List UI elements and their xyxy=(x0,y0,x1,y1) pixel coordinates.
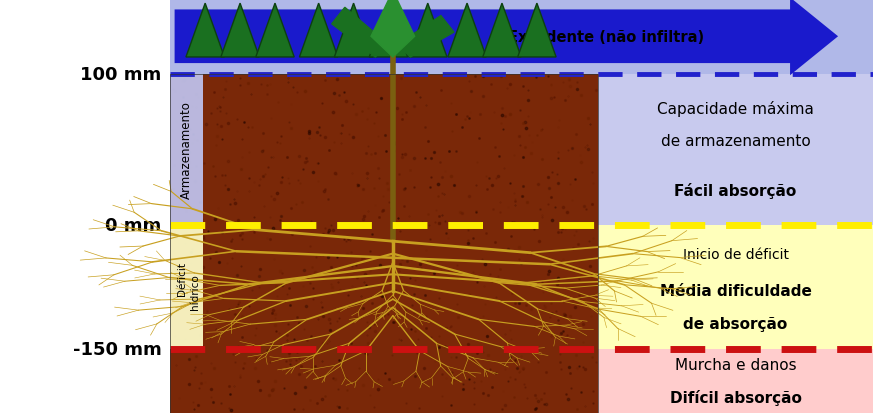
Text: Capacidade máxima: Capacidade máxima xyxy=(657,100,814,116)
Text: Média dificuldade: Média dificuldade xyxy=(660,284,811,299)
Text: hídrico: hídrico xyxy=(190,273,200,309)
Bar xyxy=(598,74,873,225)
Text: Fácil absorção: Fácil absorção xyxy=(674,183,797,199)
Polygon shape xyxy=(397,17,454,58)
Polygon shape xyxy=(221,4,259,58)
FancyArrow shape xyxy=(175,0,838,76)
Bar xyxy=(598,0,873,74)
Polygon shape xyxy=(371,0,415,58)
Polygon shape xyxy=(299,4,338,58)
Polygon shape xyxy=(369,4,408,58)
Bar xyxy=(170,0,873,74)
Bar xyxy=(170,225,203,349)
Bar xyxy=(598,349,873,413)
Text: -150 mm: -150 mm xyxy=(72,340,162,358)
Text: 100 mm: 100 mm xyxy=(80,65,162,83)
Bar xyxy=(170,74,598,413)
Polygon shape xyxy=(256,4,294,58)
Text: Déficit: Déficit xyxy=(177,262,187,296)
Text: de absorção: de absorção xyxy=(684,317,787,332)
Polygon shape xyxy=(334,4,373,58)
Bar xyxy=(170,74,203,225)
Polygon shape xyxy=(448,4,486,58)
Polygon shape xyxy=(186,4,224,58)
Text: Inicio de déficit: Inicio de déficit xyxy=(683,247,788,261)
Text: Murcha e danos: Murcha e danos xyxy=(675,357,796,372)
Polygon shape xyxy=(483,4,521,58)
Polygon shape xyxy=(332,8,388,58)
Bar xyxy=(598,225,873,349)
Text: 0 mm: 0 mm xyxy=(106,216,162,234)
Text: Armazenamento: Armazenamento xyxy=(181,101,193,199)
Text: Excedente (não infiltra): Excedente (não infiltra) xyxy=(508,30,704,45)
Polygon shape xyxy=(409,4,447,58)
Text: Difícil absorção: Difícil absorção xyxy=(670,389,801,406)
Text: de armazenamento: de armazenamento xyxy=(661,134,810,149)
Polygon shape xyxy=(518,4,556,58)
